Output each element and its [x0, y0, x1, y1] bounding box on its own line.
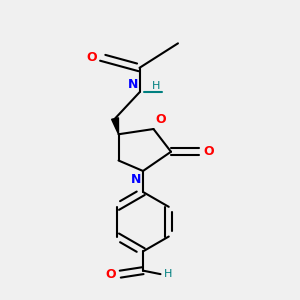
Text: H: H — [152, 81, 160, 91]
Text: H: H — [164, 269, 172, 279]
Text: O: O — [203, 145, 214, 158]
Text: N: N — [128, 78, 138, 91]
Polygon shape — [112, 118, 118, 134]
Text: O: O — [86, 51, 97, 64]
Text: N: N — [131, 173, 141, 186]
Text: O: O — [155, 113, 166, 126]
Text: O: O — [106, 268, 116, 281]
